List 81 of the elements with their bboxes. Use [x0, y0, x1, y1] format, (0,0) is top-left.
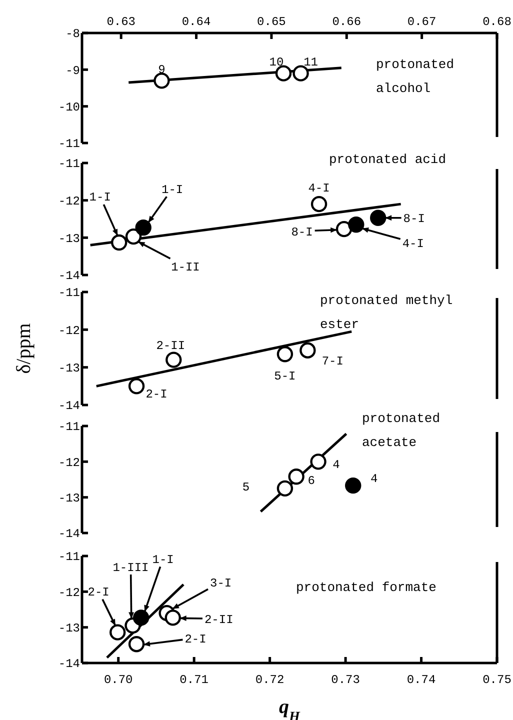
- x-tick-label: 0.71: [180, 673, 208, 687]
- y-tick-label: -8: [66, 27, 80, 42]
- x-tick-label: 0.75: [482, 673, 512, 687]
- y-tick-label: -13: [58, 362, 80, 376]
- annotation: protonated formate: [296, 580, 436, 595]
- point: [132, 610, 150, 626]
- annotation: 10: [269, 56, 284, 70]
- x-tick-label: 0.65: [257, 15, 286, 29]
- annotation: 2-I: [88, 586, 110, 600]
- annotation: protonated alcohol: [376, 57, 454, 96]
- y-tick-label: -11: [58, 420, 80, 434]
- annotation: 2-I: [146, 387, 168, 402]
- x-tick-label: 0.67: [407, 15, 436, 29]
- point: [310, 454, 326, 470]
- point: [288, 468, 304, 485]
- y-tick-label: -9: [66, 64, 80, 78]
- point: [128, 378, 145, 394]
- annotation: 1-III: [112, 560, 149, 575]
- point: [135, 219, 152, 236]
- point: [300, 342, 316, 358]
- point: [336, 220, 352, 238]
- x-tick-label: 0.72: [255, 673, 284, 687]
- annotation: 4-I: [308, 181, 330, 196]
- annotation: 1-I: [162, 182, 184, 197]
- annotation: 8-I: [403, 212, 425, 226]
- annotation: 2-II: [204, 612, 234, 627]
- y-tick-label: -11: [58, 137, 80, 152]
- annotation: 5: [242, 480, 250, 495]
- y-tick-label: -14: [58, 399, 80, 414]
- point: [109, 624, 126, 640]
- x-tick-label: 0.64: [182, 15, 211, 29]
- annotation: protonated acetate: [362, 411, 440, 450]
- point: [276, 480, 294, 497]
- y-tick-label: -14: [58, 527, 80, 542]
- annotation: protonated acid: [329, 152, 446, 167]
- y-tick-label: -12: [58, 586, 80, 600]
- x-tick-label: 0.68: [482, 15, 512, 29]
- y-tick-label: -11: [58, 157, 80, 172]
- point: [276, 346, 294, 362]
- y-tick-label: -12: [58, 456, 80, 470]
- y-axis-title: δ/ppm: [13, 322, 35, 374]
- annotation: 4: [332, 458, 340, 472]
- y-tick-label: -12: [58, 324, 80, 338]
- x-tick-label: 0.66: [332, 15, 362, 29]
- x-tick-label: 0.63: [106, 15, 136, 29]
- annotation: 2-I: [184, 632, 206, 646]
- point: [370, 210, 386, 226]
- annotation: 1-II: [171, 260, 200, 275]
- y-tick-label: -14: [58, 657, 80, 672]
- annotation: 6: [308, 474, 315, 488]
- annotation: 9: [158, 62, 166, 77]
- y-tick-label: -11: [58, 286, 80, 300]
- point: [345, 477, 362, 494]
- annotation: 2-II: [156, 339, 186, 353]
- annotation: 4: [370, 472, 378, 486]
- point: [166, 352, 182, 368]
- annotation: protonated methyl ester: [320, 293, 453, 332]
- point: [348, 216, 364, 233]
- y-tick-label: -10: [58, 100, 80, 115]
- annotation: 1-I: [89, 190, 111, 205]
- annotation: 4-I: [402, 236, 424, 251]
- y-tick-label: -13: [58, 492, 80, 506]
- y-tick-label: -13: [58, 232, 80, 246]
- y-tick-label: -13: [58, 622, 80, 636]
- annotation: 5-I: [274, 369, 296, 384]
- point: [310, 196, 328, 212]
- annotation: 8-I: [291, 225, 313, 240]
- y-tick-label: -14: [58, 269, 80, 284]
- y-tick-label: -12: [58, 194, 80, 209]
- point: [128, 636, 145, 652]
- annotation: 3-I: [210, 576, 232, 590]
- point: [164, 610, 181, 626]
- point: [111, 234, 128, 251]
- x-tick-label: 0.73: [331, 673, 360, 687]
- x-tick-label: 0.74: [406, 673, 436, 687]
- y-tick-label: -11: [58, 550, 80, 564]
- annotation: 7-I: [322, 354, 344, 369]
- x-tick-label: 0.70: [104, 673, 133, 687]
- annotation: 1-I: [152, 552, 174, 567]
- annotation: 11: [304, 56, 318, 70]
- point: [125, 228, 142, 245]
